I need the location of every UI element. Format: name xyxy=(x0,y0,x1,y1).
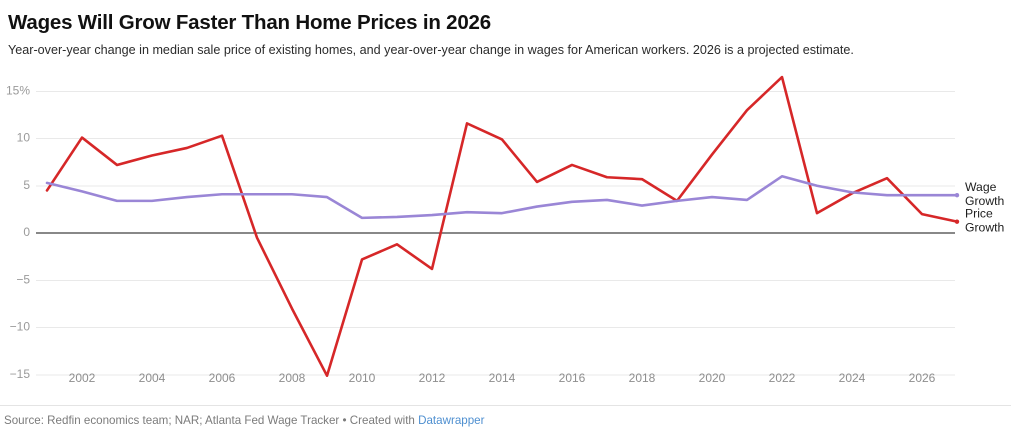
x-axis-tick-label: 2002 xyxy=(69,371,96,385)
x-axis-tick-label: 2006 xyxy=(209,371,236,385)
y-axis-tick-label: −15 xyxy=(10,367,31,381)
x-axis-tick-label: 2008 xyxy=(279,371,306,385)
source-note: Source: Redfin economics team; NAR; Atla… xyxy=(4,414,485,428)
y-axis-tick-label: −5 xyxy=(16,272,30,286)
page-title: Wages Will Grow Faster Than Home Prices … xyxy=(8,11,491,34)
chart-subtitle: Year-over-year change in median sale pri… xyxy=(8,43,854,57)
data-series xyxy=(45,75,959,377)
x-axis-tick-label: 2022 xyxy=(769,371,796,385)
x-axis-tick-label: 2020 xyxy=(699,371,726,385)
series-line-price-growth xyxy=(45,75,959,377)
gridlines xyxy=(36,90,955,376)
x-axis-ticks: 2002 2004 2006 2008 2010 2012 2014 2016 2018 2020… xyxy=(69,371,936,385)
x-axis-tick-label: 2012 xyxy=(419,371,446,385)
x-axis-tick-label: 2010 xyxy=(349,371,376,385)
legend-label-wage-growth: Growth xyxy=(965,194,1004,208)
source-text: Source: Redfin economics team; NAR; Atla… xyxy=(4,413,419,427)
chart-footer: Source: Redfin economics team; NAR; Atla… xyxy=(0,405,1011,435)
y-axis-ticks: 15% 10 5 0 −5 −10 −15 xyxy=(6,83,30,381)
y-axis-tick-label: 5 xyxy=(23,178,30,192)
x-axis-tick-label: 2018 xyxy=(629,371,656,385)
legend-label-wage-growth: Wage xyxy=(965,180,997,194)
y-axis-tick-label: 15% xyxy=(6,83,30,97)
y-axis-tick-label: 0 xyxy=(23,225,30,239)
series-endpoint-dot xyxy=(954,193,960,198)
x-axis-tick-label: 2004 xyxy=(139,371,166,385)
series-line-wage-growth xyxy=(45,175,959,220)
legend-label-price-growth: Growth xyxy=(965,221,1004,235)
y-axis-tick-label: −10 xyxy=(10,320,31,334)
y-axis-tick-label: 10 xyxy=(17,131,31,145)
x-axis-tick-label: 2014 xyxy=(489,371,516,385)
x-axis-tick-label: 2024 xyxy=(839,371,866,385)
series-endpoint-dot xyxy=(954,219,960,224)
chart-plot-area: 15% 10 5 0 −5 −10 −15 2002 2004 2006 2008 2010 2012… xyxy=(0,62,1011,402)
legend-label-price-growth: Price xyxy=(965,207,993,221)
datawrapper-link[interactable]: Datawrapper xyxy=(418,413,485,427)
x-axis-tick-label: 2026 xyxy=(909,371,936,385)
x-axis-tick-label: 2016 xyxy=(559,371,586,385)
chart-header: Wages Will Grow Faster Than Home Prices … xyxy=(0,0,1011,59)
line-chart-svg: 15% 10 5 0 −5 −10 −15 2002 2004 2006 2008 2010 2012… xyxy=(6,75,1004,385)
